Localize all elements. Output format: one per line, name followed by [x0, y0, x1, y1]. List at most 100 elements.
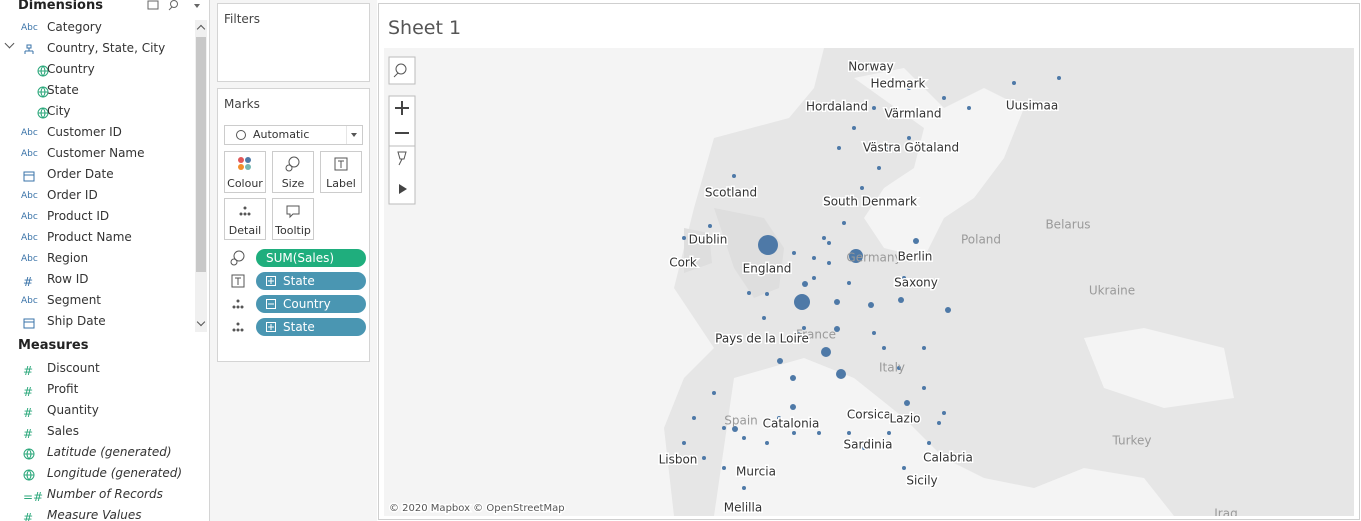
field[interactable]: Product Name — [47, 230, 132, 244]
map-point[interactable] — [852, 126, 856, 130]
map-point[interactable] — [722, 466, 726, 470]
field[interactable]: Profit — [47, 382, 79, 396]
map-point[interactable] — [897, 366, 901, 370]
map-point[interactable] — [898, 297, 904, 303]
mark-button[interactable]: Tooltip — [272, 198, 314, 240]
field[interactable]: State — [47, 83, 79, 97]
map-point[interactable] — [868, 302, 874, 308]
map-point[interactable] — [765, 441, 769, 445]
pill[interactable]: State — [256, 318, 366, 336]
map-point[interactable] — [765, 292, 769, 296]
map-point[interactable] — [682, 236, 686, 240]
field[interactable]: Latitude (generated) — [47, 445, 172, 459]
map-point[interactable] — [872, 331, 876, 335]
map-point[interactable] — [887, 431, 891, 435]
map-point[interactable] — [790, 375, 796, 381]
scrollbar[interactable] — [195, 20, 207, 332]
expand-caret[interactable] — [4, 38, 15, 49]
map-point[interactable] — [827, 261, 831, 265]
mark-button[interactable]: Size — [272, 151, 314, 193]
field[interactable]: Ship Date — [47, 314, 106, 328]
map-point[interactable] — [942, 411, 946, 415]
map-point[interactable] — [1057, 76, 1061, 80]
map-point[interactable] — [702, 456, 706, 460]
field[interactable]: Region — [47, 251, 89, 265]
map-point[interactable] — [762, 316, 766, 320]
map-point[interactable] — [882, 346, 886, 350]
map-point[interactable] — [834, 299, 840, 305]
pill[interactable]: Country — [256, 295, 366, 313]
field[interactable]: Country — [47, 62, 95, 76]
map-point[interactable] — [937, 421, 941, 425]
map-point[interactable] — [821, 347, 831, 357]
map-point[interactable] — [847, 281, 851, 285]
field[interactable]: Measure Values — [47, 508, 142, 521]
map-point[interactable] — [732, 426, 738, 432]
field[interactable]: Category — [47, 20, 102, 34]
map-point[interactable] — [795, 332, 801, 338]
map-point[interactable] — [842, 221, 846, 225]
field[interactable]: Segment — [47, 293, 101, 307]
map-point[interactable] — [834, 326, 840, 332]
field[interactable]: Number of Records — [47, 487, 163, 501]
map-point[interactable] — [849, 249, 863, 263]
map-point[interactable] — [922, 346, 926, 350]
map-point[interactable] — [692, 416, 696, 420]
map-point[interactable] — [722, 426, 726, 430]
pane-tools[interactable] — [145, 0, 207, 12]
map-point[interactable] — [812, 256, 816, 260]
map-point[interactable] — [860, 186, 864, 190]
map-point[interactable] — [712, 391, 716, 395]
map-point[interactable] — [802, 281, 808, 287]
map[interactable]: Germany France Italy Spain Poland Belarus Ukra… — [384, 48, 1354, 516]
map-point[interactable] — [872, 106, 876, 110]
map-point[interactable] — [682, 441, 686, 445]
map-point[interactable] — [777, 416, 781, 420]
mark-button[interactable]: Colour — [224, 151, 266, 193]
field[interactable]: Sales — [47, 424, 79, 438]
map-point[interactable] — [945, 307, 951, 313]
map-point[interactable] — [942, 96, 946, 100]
map-point[interactable] — [790, 404, 796, 410]
field[interactable]: City — [47, 104, 71, 118]
map-point[interactable] — [792, 251, 796, 255]
map-point[interactable] — [708, 224, 712, 228]
field[interactable]: Quantity — [47, 403, 99, 417]
map-point[interactable] — [877, 166, 881, 170]
map-point[interactable] — [792, 431, 796, 435]
map-point[interactable] — [902, 276, 906, 280]
map-point[interactable] — [922, 386, 926, 390]
map-point[interactable] — [812, 276, 816, 280]
map-point[interactable] — [967, 106, 971, 110]
mark-type-dropdown[interactable]: Automatic — [224, 125, 363, 145]
field[interactable]: Order ID — [47, 188, 98, 202]
field[interactable]: Order Date — [47, 167, 114, 181]
mark-button[interactable]: Label — [320, 151, 362, 193]
map-point[interactable] — [862, 446, 866, 450]
field[interactable]: Customer ID — [47, 125, 122, 139]
map-point[interactable] — [927, 441, 931, 445]
map-point[interactable] — [747, 291, 751, 295]
map-point[interactable] — [802, 326, 806, 330]
mark-button[interactable]: Detail — [224, 198, 266, 240]
map-point[interactable] — [907, 136, 911, 140]
map-point[interactable] — [913, 238, 919, 244]
map-point[interactable] — [758, 235, 778, 255]
map-point[interactable] — [742, 436, 746, 440]
field[interactable]: Customer Name — [47, 146, 145, 160]
map-point[interactable] — [907, 86, 911, 90]
map-point[interactable] — [1012, 81, 1016, 85]
map-point[interactable] — [794, 294, 810, 310]
map-point[interactable] — [732, 174, 736, 178]
field[interactable]: Discount — [47, 361, 100, 375]
map-point[interactable] — [837, 146, 841, 150]
map-point[interactable] — [742, 486, 746, 490]
field[interactable]: Country, State, City — [47, 41, 166, 55]
pill[interactable]: State — [256, 272, 366, 290]
map-point[interactable] — [902, 466, 906, 470]
pill[interactable]: SUM(Sales) — [256, 249, 366, 267]
filters-card[interactable]: Filters — [217, 3, 370, 82]
field[interactable]: Longitude (generated) — [47, 466, 183, 480]
field[interactable]: Row ID — [47, 272, 89, 286]
map-point[interactable] — [777, 358, 783, 364]
